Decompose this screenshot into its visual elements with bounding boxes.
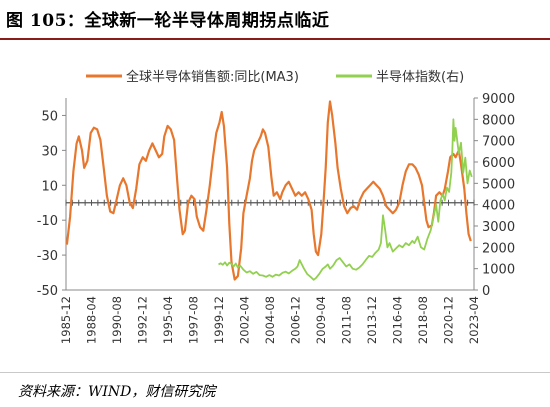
x-axis: 1985-12 1988-04 1990-08 1992-12 1995-04 1997-… xyxy=(59,199,481,344)
x-tick-label: 1990-08 xyxy=(110,296,124,344)
x-tick-label: 2006-12 xyxy=(289,296,303,344)
x-tick-label: 1992-12 xyxy=(136,296,150,344)
right-tick-label: 1000 xyxy=(482,263,515,278)
x-tick-label: 1995-04 xyxy=(161,296,175,344)
x-tick-label: 2023-04 xyxy=(467,296,481,344)
right-tick-label: 7000 xyxy=(482,135,515,150)
legend-label-1: 全球半导体销售额:同比(MA3) xyxy=(126,69,299,85)
x-tick-label: 1988-04 xyxy=(85,296,99,344)
source-bar: 资料来源：WIND，财信研究院 xyxy=(0,372,550,407)
source-note: 资料来源：WIND，财信研究院 xyxy=(18,384,216,400)
x-tick-label: 2013-12 xyxy=(365,296,379,344)
right-tick-label: 3000 xyxy=(482,220,515,235)
x-tick-label: 2004-08 xyxy=(263,296,277,344)
right-tick-label: 6000 xyxy=(482,156,515,171)
right-y-axis: 9000 8000 7000 6000 5000 4000 3000 2000 1000 0 xyxy=(473,92,515,299)
x-tick-label: 2011-08 xyxy=(340,296,354,344)
right-tick-label: 4000 xyxy=(482,199,515,214)
right-tick-label: 2000 xyxy=(482,241,515,256)
x-tick-label: 1999-12 xyxy=(212,296,226,344)
x-tick-label: 1997-08 xyxy=(187,296,201,344)
series-line-2 xyxy=(218,118,473,281)
left-tick-label: 10 xyxy=(41,179,58,194)
chart-legend: 全球半导体销售额:同比(MA3) 半导体指数(右) xyxy=(86,69,464,85)
right-tick-label: 0 xyxy=(482,284,490,299)
left-tick-label: -10 xyxy=(37,214,58,229)
x-tick-label: 2009-04 xyxy=(314,296,328,344)
figure-title-bar: 图 105：全球新一轮半导体周期拐点临近 xyxy=(0,0,550,40)
chart-series xyxy=(65,100,473,281)
left-tick-label: 30 xyxy=(41,144,58,159)
series-line-1 xyxy=(65,100,472,281)
right-tick-label: 9000 xyxy=(482,92,515,107)
x-tick-label: 2016-04 xyxy=(391,296,405,344)
figure-title: 图 105：全球新一轮半导体周期拐点临近 xyxy=(6,11,330,31)
x-tick-label: 1985-12 xyxy=(59,296,73,344)
left-y-axis: 50 30 10 -10 -30 -50 xyxy=(37,98,67,299)
right-tick-label: 8000 xyxy=(482,113,515,128)
legend-label-2: 半导体指数(右) xyxy=(376,70,464,85)
x-tick-label: 2002-04 xyxy=(238,296,252,344)
right-tick-label: 5000 xyxy=(482,177,515,192)
semiconductor-cycle-chart: 全球半导体销售额:同比(MA3) 半导体指数(右) 50 30 10 -10 -30 -50… xyxy=(37,69,515,344)
x-tick-label: 2018-08 xyxy=(416,296,430,344)
left-tick-label: -50 xyxy=(37,284,58,299)
x-tick-label: 2020-12 xyxy=(442,296,456,344)
left-tick-label: -30 xyxy=(37,249,58,264)
left-tick-label: 50 xyxy=(41,109,58,124)
